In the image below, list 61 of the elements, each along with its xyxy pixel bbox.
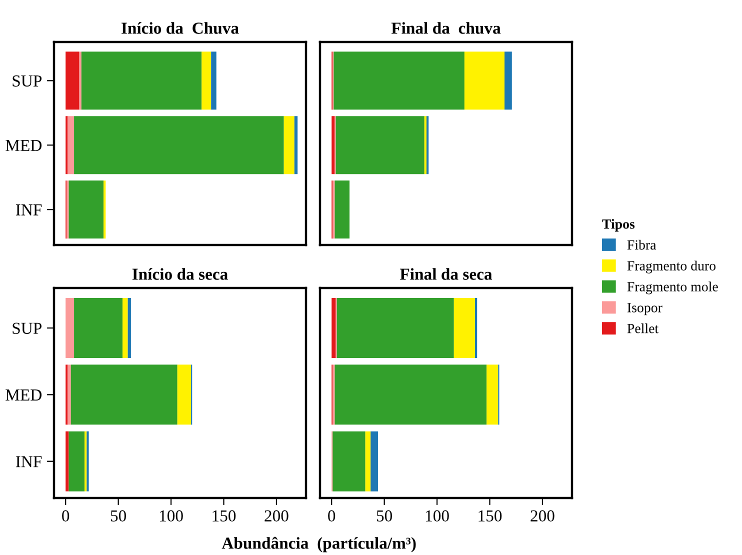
y-tick-label: MED (6, 140, 42, 151)
x-tick-label: 0 (62, 510, 70, 522)
bar (68, 364, 71, 425)
y-tick-label: SUP (12, 75, 42, 87)
x-tick-label: 50 (376, 510, 392, 522)
bar (66, 431, 69, 492)
bar (128, 298, 131, 358)
x-tick-label: 200 (264, 510, 288, 522)
x-tick-label: 0 (328, 510, 336, 522)
bar (334, 52, 464, 110)
bar (426, 116, 429, 174)
legend-label: Fragmento duro (627, 260, 716, 274)
chart-title: Final da seca (400, 268, 492, 280)
bar (81, 52, 202, 110)
bar (334, 180, 350, 239)
bar (68, 116, 74, 174)
y-tick-label: SUP (12, 322, 42, 334)
bar (66, 52, 80, 110)
bar (332, 298, 336, 358)
bar (336, 116, 424, 174)
chart-title: Final da chuva (391, 22, 501, 34)
bar (177, 364, 192, 425)
bar (68, 180, 104, 239)
chart-title: Início da seca (132, 268, 228, 280)
bar (68, 431, 85, 492)
bar (332, 431, 366, 492)
bar (202, 52, 212, 110)
bar (294, 116, 298, 174)
bar (454, 298, 475, 358)
legend-label: Fibra (627, 240, 656, 250)
legend-label: Fragmento mole (627, 282, 718, 294)
bar (464, 52, 505, 110)
y-tick-label: MED (6, 390, 42, 400)
bar (66, 298, 74, 358)
bar (365, 431, 371, 492)
x-axis-title: Abundância (partícula/m³) (222, 536, 416, 552)
bar (211, 52, 216, 110)
chart-title: Início da Chuva (122, 22, 239, 34)
bar (74, 298, 123, 358)
bar (122, 298, 128, 358)
bar (336, 298, 454, 358)
x-tick-label: 150 (478, 510, 502, 522)
bar (370, 431, 378, 492)
x-tick-label: 100 (160, 510, 183, 522)
legend-label: Isopor (627, 303, 662, 316)
bar (334, 364, 487, 425)
x-tick-label: 150 (212, 510, 236, 522)
x-tick-label: 100 (426, 510, 449, 522)
bar (474, 298, 478, 358)
y-tick-label: INF (16, 204, 42, 216)
legend-title: Tipos (602, 218, 635, 232)
bar (486, 364, 498, 425)
y-tick-label: INF (16, 456, 42, 468)
bar (70, 364, 178, 425)
bar (284, 116, 294, 174)
legend-label: Pellet (627, 323, 658, 334)
bar (74, 116, 284, 174)
bar (504, 52, 512, 110)
x-tick-label: 200 (530, 510, 554, 522)
x-tick-label: 50 (110, 510, 126, 522)
bar (332, 116, 335, 174)
